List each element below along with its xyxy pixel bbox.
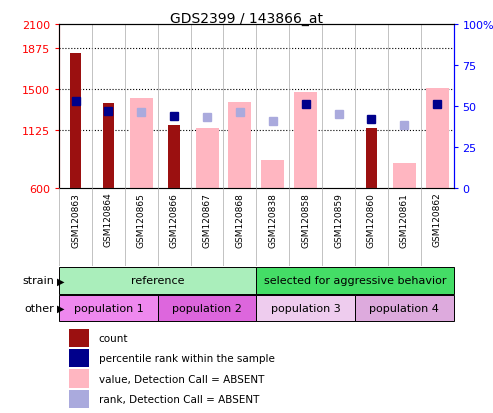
Bar <box>70 54 81 188</box>
Text: population 4: population 4 <box>369 303 439 313</box>
Bar <box>425 89 449 188</box>
Text: other: other <box>25 303 54 313</box>
Bar <box>393 163 416 188</box>
Text: population 2: population 2 <box>172 303 242 313</box>
Bar <box>256 267 454 294</box>
Text: GSM120865: GSM120865 <box>137 192 146 247</box>
Bar <box>69 370 89 388</box>
Bar <box>169 126 180 188</box>
Text: population 1: population 1 <box>73 303 143 313</box>
Bar <box>59 295 158 322</box>
Text: GSM120866: GSM120866 <box>170 192 178 247</box>
Bar <box>158 295 256 322</box>
Text: GSM120863: GSM120863 <box>71 192 80 247</box>
Text: GSM120867: GSM120867 <box>203 192 211 247</box>
Bar <box>355 295 454 322</box>
Text: selected for aggressive behavior: selected for aggressive behavior <box>264 275 446 286</box>
Text: rank, Detection Call = ABSENT: rank, Detection Call = ABSENT <box>99 394 259 404</box>
Text: strain: strain <box>22 275 54 286</box>
Text: reference: reference <box>131 275 184 286</box>
Text: GSM120860: GSM120860 <box>367 192 376 247</box>
Bar <box>261 161 284 188</box>
Bar <box>130 99 153 188</box>
Text: ▶: ▶ <box>57 303 64 313</box>
Text: percentile rank within the sample: percentile rank within the sample <box>99 354 275 363</box>
Text: GSM120838: GSM120838 <box>268 192 277 247</box>
Text: GSM120859: GSM120859 <box>334 192 343 247</box>
Text: GSM120868: GSM120868 <box>236 192 245 247</box>
Bar <box>294 93 317 188</box>
Text: GSM120858: GSM120858 <box>301 192 310 247</box>
Text: GDS2399 / 143866_at: GDS2399 / 143866_at <box>170 12 323 26</box>
Bar <box>366 129 377 188</box>
Text: GSM120862: GSM120862 <box>433 192 442 247</box>
Bar <box>69 390 89 408</box>
Text: ▶: ▶ <box>57 275 64 286</box>
Bar <box>103 103 114 188</box>
Bar <box>69 329 89 347</box>
Bar <box>196 129 218 188</box>
Text: count: count <box>99 333 128 343</box>
Bar <box>228 103 251 188</box>
Bar <box>59 267 256 294</box>
Text: value, Detection Call = ABSENT: value, Detection Call = ABSENT <box>99 374 264 384</box>
Bar <box>256 295 355 322</box>
Bar <box>69 349 89 368</box>
Text: population 3: population 3 <box>271 303 341 313</box>
Text: GSM120861: GSM120861 <box>400 192 409 247</box>
Text: GSM120864: GSM120864 <box>104 192 113 247</box>
